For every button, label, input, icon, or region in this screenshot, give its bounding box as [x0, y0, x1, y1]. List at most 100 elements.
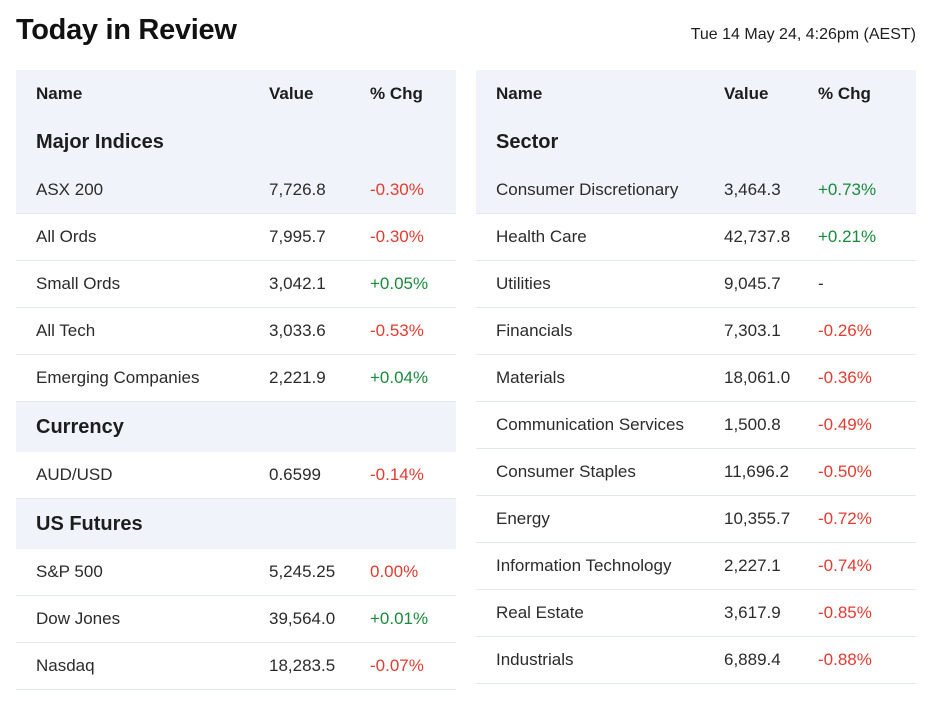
column-header-name: Name: [36, 83, 83, 103]
row-value: 18,283.5: [269, 656, 336, 675]
table-row[interactable]: Energy 10,355.7 -0.72%: [476, 496, 916, 543]
table-row[interactable]: Nasdaq 18,283.5 -0.07%: [16, 643, 456, 690]
row-value: 0.6599: [269, 465, 321, 484]
row-change: +0.04%: [370, 368, 429, 387]
table-row[interactable]: S&P 500 5,245.25 0.00%: [16, 549, 456, 596]
row-value: 2,221.9: [269, 368, 326, 387]
table-row[interactable]: Communication Services 1,500.8 -0.49%: [476, 402, 916, 449]
section-header-currency: Currency: [16, 402, 456, 452]
section-header-major-indices: Major Indices: [16, 117, 456, 167]
row-name: AUD/USD: [36, 465, 113, 484]
row-value: 2,227.1: [724, 556, 781, 575]
row-name: S&P 500: [36, 562, 103, 581]
row-name: Consumer Staples: [496, 462, 636, 481]
column-header-name: Name: [496, 83, 543, 103]
timestamp: Tue 14 May 24, 4:26pm (AEST): [690, 26, 916, 43]
row-name: Health Care: [496, 227, 587, 246]
row-name: Communication Services: [496, 415, 685, 434]
table-row[interactable]: Consumer Discretionary 3,464.3 +0.73%: [476, 167, 916, 214]
table-header: Name Value % Chg: [476, 70, 916, 117]
table-row[interactable]: Dow Jones 39,564.0 +0.01%: [16, 596, 456, 643]
table-row[interactable]: Information Technology 2,227.1 -0.74%: [476, 543, 916, 590]
row-change: -0.36%: [818, 368, 872, 387]
table-row[interactable]: Health Care 42,737.8 +0.21%: [476, 214, 916, 261]
section-title: Major Indices: [36, 130, 164, 153]
row-name: Energy: [496, 509, 550, 528]
row-change: -0.26%: [818, 321, 872, 340]
table-row[interactable]: Emerging Companies 2,221.9 +0.04%: [16, 355, 456, 402]
row-name: Emerging Companies: [36, 368, 200, 387]
section-title: Sector: [496, 130, 559, 153]
row-change: -: [818, 274, 824, 293]
row-value: 7,995.7: [269, 227, 326, 246]
row-name: Utilities: [496, 274, 551, 293]
row-change: 0.00%: [370, 562, 419, 581]
table-row[interactable]: Industrials 6,889.4 -0.88%: [476, 637, 916, 684]
section-header-us-futures: US Futures: [16, 499, 456, 549]
row-name: ASX 200: [36, 180, 104, 199]
row-value: 11,696.2: [724, 462, 789, 481]
table-row[interactable]: All Ords 7,995.7 -0.30%: [16, 214, 456, 261]
row-change: +0.73%: [818, 180, 877, 199]
table-row[interactable]: Real Estate 3,617.9 -0.85%: [476, 590, 916, 637]
table-row[interactable]: Consumer Staples 11,696.2 -0.50%: [476, 449, 916, 496]
row-change: -0.14%: [370, 465, 424, 484]
row-name: All Tech: [36, 321, 96, 340]
column-header-change: % Chg: [370, 83, 423, 103]
column-header-change: % Chg: [818, 83, 871, 103]
row-value: 18,061.0: [724, 368, 791, 387]
section-header-sector: Sector: [476, 117, 916, 167]
row-name: Dow Jones: [36, 609, 121, 628]
page-title: Today in Review: [16, 14, 237, 46]
row-value: 7,726.8: [269, 180, 326, 199]
row-change: -0.74%: [818, 556, 872, 575]
row-change: +0.01%: [370, 609, 429, 628]
row-name: Information Technology: [496, 556, 672, 575]
row-change: -0.07%: [370, 656, 424, 675]
row-name: All Ords: [36, 227, 97, 246]
row-name: Small Ords: [36, 274, 121, 293]
row-name: Materials: [496, 368, 565, 387]
row-value: 3,464.3: [724, 180, 781, 199]
row-change: -0.30%: [370, 180, 424, 199]
row-value: 10,355.7: [724, 509, 791, 528]
row-change: +0.21%: [818, 227, 877, 246]
row-name: Real Estate: [496, 603, 584, 622]
row-value: 3,617.9: [724, 603, 781, 622]
column-header-value: Value: [269, 83, 314, 103]
row-change: -0.85%: [818, 603, 872, 622]
row-name: Nasdaq: [36, 656, 95, 675]
row-name: Industrials: [496, 650, 574, 669]
row-value: 42,737.8: [724, 227, 791, 246]
table-row[interactable]: All Tech 3,033.6 -0.53%: [16, 308, 456, 355]
row-change: +0.05%: [370, 274, 429, 293]
table-header: Name Value % Chg: [16, 70, 456, 117]
row-change: -0.50%: [818, 462, 872, 481]
table-row[interactable]: ASX 200 7,726.8 -0.30%: [16, 167, 456, 214]
row-value: 3,042.1: [269, 274, 326, 293]
row-value: 7,303.1: [724, 321, 781, 340]
row-change: -0.53%: [370, 321, 424, 340]
row-value: 6,889.4: [724, 650, 781, 669]
section-title: US Futures: [36, 512, 143, 535]
row-value: 39,564.0: [269, 609, 336, 628]
table-row[interactable]: Small Ords 3,042.1 +0.05%: [16, 261, 456, 308]
row-change: -0.72%: [818, 509, 872, 528]
row-change: -0.88%: [818, 650, 872, 669]
column-header-value: Value: [724, 83, 769, 103]
row-value: 1,500.8: [724, 415, 781, 434]
table-row[interactable]: AUD/USD 0.6599 -0.14%: [16, 452, 456, 499]
row-value: 9,045.7: [724, 274, 781, 293]
row-name: Financials: [496, 321, 573, 340]
section-title: Currency: [36, 415, 124, 438]
market-indices-table: Name Value % Chg Major Indices ASX 200 7…: [16, 70, 456, 690]
table-row[interactable]: Utilities 9,045.7 -: [476, 261, 916, 308]
row-name: Consumer Discretionary: [496, 180, 679, 199]
row-value: 5,245.25: [269, 562, 336, 581]
table-row[interactable]: Materials 18,061.0 -0.36%: [476, 355, 916, 402]
row-change: -0.49%: [818, 415, 872, 434]
row-change: -0.30%: [370, 227, 424, 246]
sector-table: Name Value % Chg Sector Consumer Discret…: [476, 70, 916, 684]
table-row[interactable]: Financials 7,303.1 -0.26%: [476, 308, 916, 355]
row-value: 3,033.6: [269, 321, 326, 340]
